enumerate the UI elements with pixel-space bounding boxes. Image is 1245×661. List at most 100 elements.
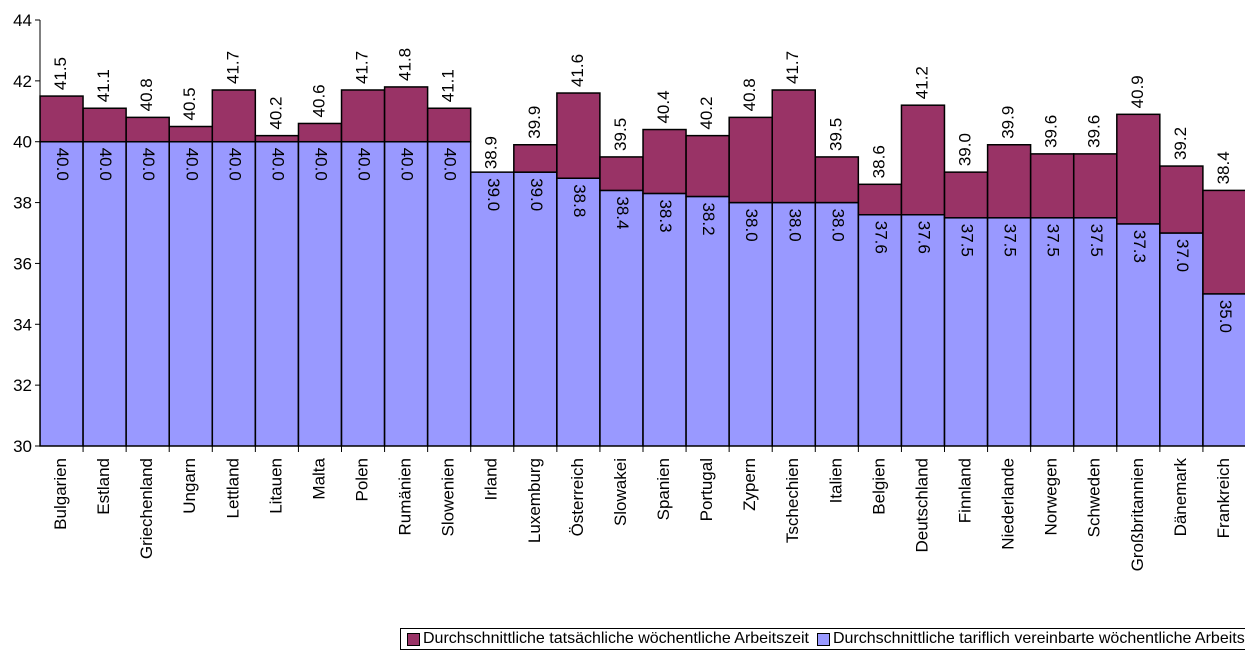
data-label-agreed: 38.2 [699,202,718,235]
data-label-actual: 41.1 [94,69,113,102]
bar-actual [297,122,343,143]
x-tick-label: Polen [353,458,372,501]
data-label-actual: 40.4 [654,90,673,123]
data-label-actual: 40.8 [137,78,156,111]
bar-agreed [556,177,601,447]
legend-label-agreed: Durchschnittliche tariflich vereinbarte … [832,630,1245,647]
x-tick-label: Schweden [1085,458,1104,537]
data-label-actual: 40.9 [1128,75,1147,108]
x-tick-label: Rumänien [396,458,415,536]
x-tick-label: Lettland [223,458,242,519]
bar-agreed [1029,217,1075,447]
data-label-agreed: 40.0 [355,148,374,181]
bar-agreed [513,171,558,447]
data-label-agreed: 37.5 [958,224,977,257]
x-tick-label: Großbritannien [1128,458,1147,571]
bar-actual [1029,153,1075,219]
bar-agreed [426,140,472,447]
y-tick-label: 34 [13,315,32,334]
x-tick-label: Norwegen [1042,458,1061,536]
bar-actual [943,171,989,219]
x-tick-label: Irland [482,458,501,501]
bar-actual [1073,153,1118,219]
data-label-actual: 40.8 [740,78,759,111]
data-label-agreed: 37.0 [1173,239,1192,272]
x-tick-label: Frankreich [1214,458,1233,538]
x-tick-label: Tschechien [783,458,802,543]
data-label-agreed: 37.5 [1087,224,1106,257]
x-tick-label: Slowenien [439,458,458,536]
x-tick-label: Zypern [740,458,759,511]
data-label-actual: 39.9 [525,106,544,139]
data-label-actual: 40.5 [180,87,199,120]
data-label-actual: 41.5 [51,57,70,90]
bar-actual [771,89,816,204]
bar-actual [125,116,170,143]
bar-agreed [1073,217,1118,447]
data-label-actual: 39.5 [611,118,630,151]
y-tick-label: 32 [13,376,32,395]
x-tick-label: Finnland [956,458,975,523]
x-tick-label: Deutschland [912,458,931,553]
bar-actual [728,116,773,204]
data-label-actual: 41.6 [568,54,587,87]
data-label-agreed: 38.8 [570,184,589,217]
bar-agreed [599,189,644,447]
data-label-actual: 39.9 [999,106,1018,139]
bar-actual [168,125,213,143]
x-tick-label: Niederlande [999,458,1018,550]
data-label-actual: 41.8 [396,48,415,81]
y-tick-label: 38 [13,194,32,213]
x-tick-label: Slowakei [611,458,630,526]
y-tick-label: 44 [13,11,32,30]
x-tick-label: Luxemburg [525,458,544,543]
data-label-actual: 40.2 [266,97,285,130]
data-label-agreed: 38.4 [613,196,632,229]
bar-agreed [728,201,773,447]
data-label-agreed: 39.0 [484,178,503,211]
x-tick-label: Litauen [266,458,285,514]
bar-agreed [986,217,1032,447]
legend-label-actual: Durchschnittliche tatsächliche wöchentli… [423,630,809,647]
data-label-agreed: 40.0 [311,148,330,181]
bar-agreed [470,171,515,447]
data-label-actual: 38.9 [482,136,501,169]
data-label-agreed: 38.0 [742,209,761,242]
bar-actual [1159,165,1204,234]
chart-legend: Durchschnittliche tatsächliche wöchentli… [400,628,1245,650]
bar-agreed [857,213,903,447]
y-tick-label: 40 [13,133,32,152]
bar-actual [383,86,429,143]
data-label-agreed: 40.0 [268,148,287,181]
bar-agreed [685,195,730,447]
data-label-agreed: 37.3 [1130,230,1149,263]
bar-agreed [125,140,170,447]
data-label-actual: 41.7 [783,51,802,84]
x-tick-label: Italien [826,458,845,503]
data-label-agreed: 37.5 [1044,224,1063,257]
bar-actual [1202,189,1245,295]
x-tick-label: Portugal [697,458,716,521]
x-tick-label: Dänemark [1171,458,1190,537]
data-label-agreed: 40.0 [441,148,460,181]
data-label-agreed: 40.0 [225,148,244,181]
x-tick-label: Österreich [568,458,587,536]
bar-agreed [82,140,127,447]
bar-actual [814,156,860,204]
data-label-agreed: 40.0 [53,148,72,181]
data-label-actual: 38.4 [1214,151,1233,184]
data-label-agreed: 40.0 [398,148,417,181]
x-tick-label: Ungarn [180,458,199,514]
bar-agreed [814,201,860,447]
data-label-agreed: 40.0 [139,148,158,181]
bar-actual [426,107,472,143]
bar-actual [599,156,644,192]
bar-actual [900,104,946,216]
data-label-agreed: 40.0 [96,148,115,181]
bar-agreed [254,140,300,447]
x-tick-label: Bulgarien [51,458,70,530]
bar-actual [254,134,300,143]
bar-agreed [383,140,429,447]
data-label-actual: 39.6 [1042,115,1061,148]
